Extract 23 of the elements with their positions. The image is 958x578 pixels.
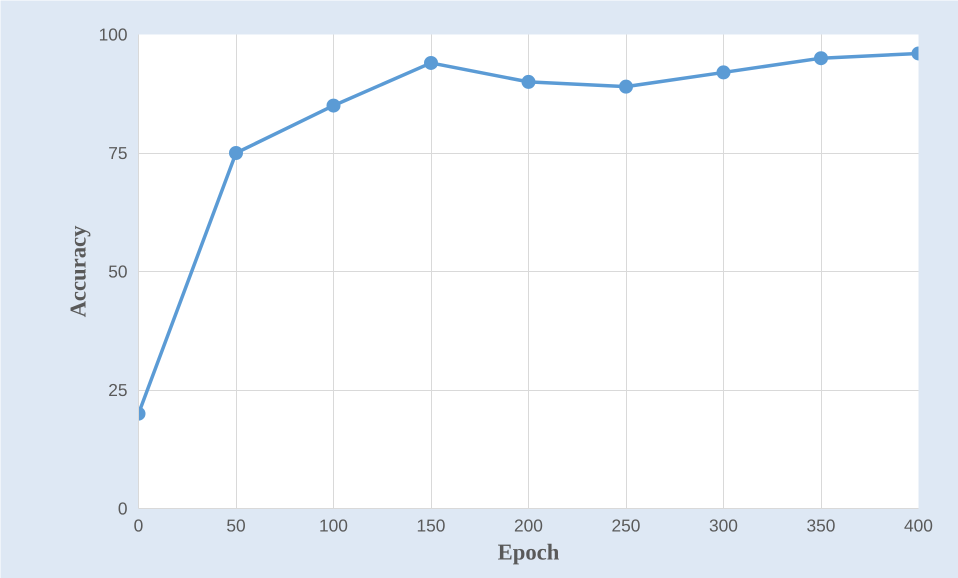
- x-tick-label: 350: [806, 516, 836, 536]
- x-tick-label: 150: [416, 516, 446, 536]
- x-tick-label: 250: [612, 516, 640, 536]
- y-tick-label: 100: [98, 24, 128, 44]
- y-tick-label: 50: [108, 262, 128, 282]
- y-tick-label: 0: [118, 498, 128, 518]
- point: [814, 51, 828, 66]
- x-tick-label: 300: [709, 516, 738, 536]
- point: [522, 74, 536, 89]
- x-tick-label: 400: [904, 516, 933, 536]
- y-tick-label: 75: [108, 143, 128, 163]
- x-tick-label: 50: [226, 516, 246, 536]
- point: [229, 146, 243, 160]
- x-axis-title: Epoch: [498, 540, 560, 564]
- point: [326, 98, 340, 113]
- y-tick-label: 25: [108, 380, 128, 400]
- x-tick-label: 0: [134, 516, 144, 536]
- x-tick-label: 100: [319, 516, 348, 536]
- point: [424, 56, 438, 70]
- y-axis-title: Accuracy: [66, 224, 91, 318]
- point: [619, 80, 633, 94]
- x-tick-label: 200: [514, 516, 543, 536]
- point: [716, 65, 730, 80]
